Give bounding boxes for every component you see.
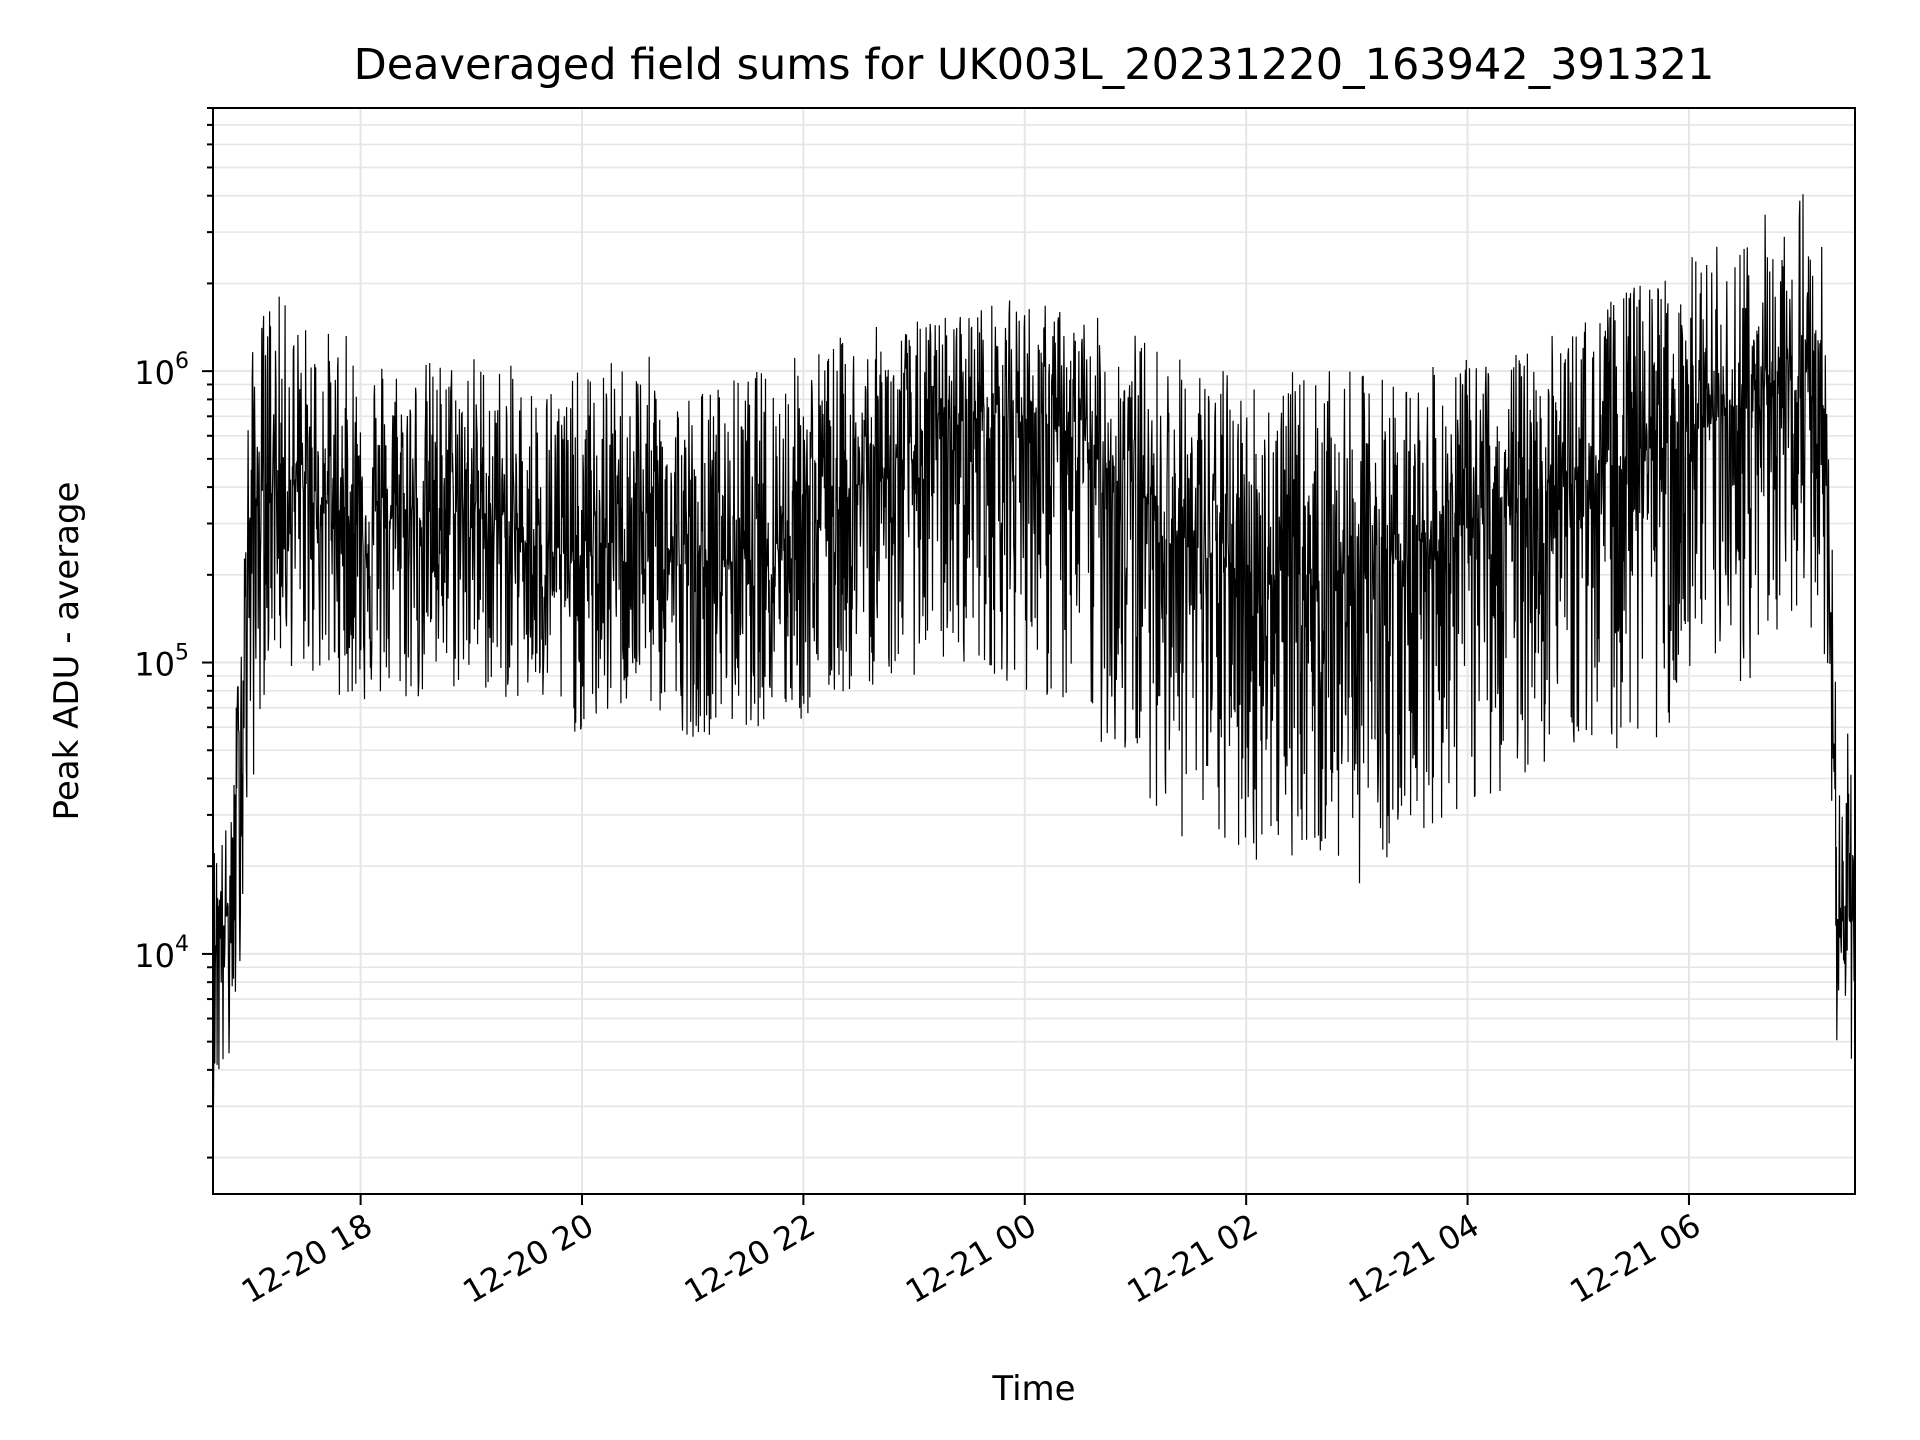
y-tick-label: 104 bbox=[134, 932, 189, 975]
chart-title: Deaveraged field sums for UK003L_2023122… bbox=[354, 40, 1715, 90]
y-tick-label: 105 bbox=[134, 641, 189, 684]
y-tick-label: 106 bbox=[134, 349, 189, 392]
series-layer bbox=[212, 194, 1856, 1105]
series-line bbox=[212, 194, 1856, 1105]
plot-frame bbox=[212, 107, 1856, 1195]
y-axis-label: Peak ADU - average bbox=[47, 482, 87, 821]
y-axis: 104 105 106 bbox=[134, 107, 213, 1159]
x-axis-label: Time bbox=[991, 1369, 1075, 1409]
